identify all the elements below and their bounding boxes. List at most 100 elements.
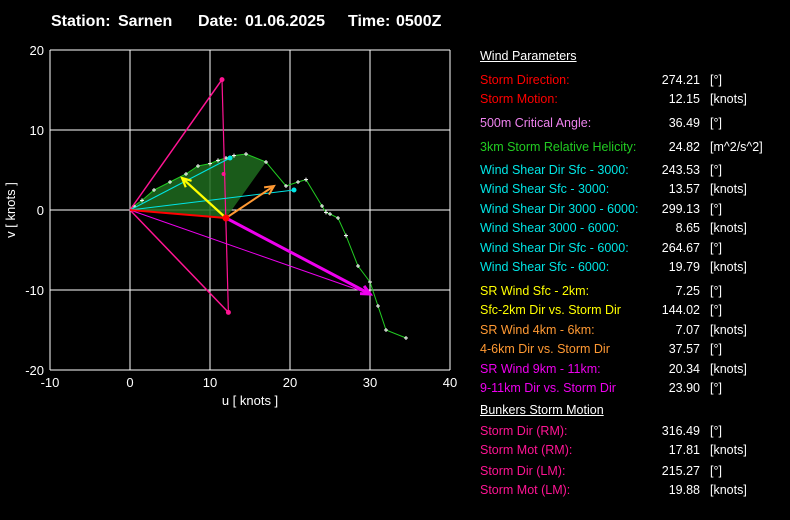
hodograph-point [404,336,408,340]
param-value: 20.34 [668,362,700,376]
hodograph-point [244,152,248,156]
chart-marks [128,77,408,340]
param-label: Sfc-2km Dir vs. Storm Dir [480,303,621,317]
sr-wind-9-11km-arrow-shaft [225,216,371,296]
x-tick-label: 20 [283,375,297,390]
param-unit: [°] [710,424,722,438]
hodograph-point [264,160,268,164]
param-unit: [m^2/s^2] [710,140,763,154]
param-unit: [knots] [710,443,747,457]
bunkers-header: Bunkers Storm Motion [480,403,604,417]
param-row: Wind Shear Dir Sfc - 6000: 264.67 [°] [480,241,780,257]
param-unit: [°] [710,163,722,177]
param-unit: [°] [710,381,722,395]
x-tick-label: -10 [41,375,60,390]
sr-wind-sfc-2km-arrow-head [180,176,192,188]
param-row: Wind Shear 3000 - 6000: 8.65 [knots] [480,221,780,237]
hodograph-point [216,158,220,163]
param-unit: [knots] [710,92,747,106]
param-value: 274.21 [661,73,700,87]
bunkers-rm-point [225,309,231,315]
hodograph-point [356,264,360,268]
param-unit: [knots] [710,182,747,196]
bunkers-lm-point [219,77,225,83]
sr-wind-4-6km-arrow-shaft [225,185,275,219]
param-label: Storm Mot (RM): [480,443,573,457]
wind-parameters-header: Wind Parameters [480,49,577,63]
hodograph-point [296,180,300,184]
storm-motion-point [222,214,230,222]
param-label: SR Wind Sfc - 2km: [480,284,590,298]
hodograph-point [320,204,324,208]
sr-wind-sfc-2km-arrow-shaft [181,177,227,219]
param-row: Storm Mot (RM): 17.81 [knots] [480,443,780,459]
param-row: Storm Direction: 274.21 [°] [480,73,780,89]
param-value: 264.67 [661,241,700,255]
y-tick-label: 20 [30,43,44,58]
param-label: 500m Critical Angle: [480,116,592,130]
param-label: 4-6km Dir vs. Storm Dir [480,342,610,356]
param-unit: [°] [710,464,722,478]
param-label: Wind Shear Sfc - 3000: [480,182,610,196]
hodograph-point [344,233,348,238]
mean-wind-point [221,172,226,176]
param-value: 19.88 [668,483,700,497]
station-value: Sarnen [118,13,173,30]
param-label: Wind Shear 3000 - 6000: [480,221,619,235]
param-label: Wind Shear Sfc - 6000: [480,260,610,274]
hodograph-point [376,304,380,308]
y-axis-label: v [ knots ] [3,182,18,238]
param-label: SR Wind 4km - 6km: [480,323,595,337]
param-unit: [°] [710,73,722,87]
param-unit: [°] [710,342,722,356]
param-unit: [knots] [710,323,747,337]
x-axis-label: u [ knots ] [222,393,278,408]
param-row: SR Wind 4km - 6km: 7.07 [knots] [480,323,780,339]
sr-wind-4-6km-arrow-head [263,184,276,196]
param-unit: [°] [710,202,722,216]
param-label: SR Wind 9km - 11km: [480,362,601,376]
shear-sfc-3km-line [129,157,231,211]
x-tick-label: 0 [126,375,133,390]
y-tick-label: 0 [37,203,44,218]
param-label: Wind Shear Dir 3000 - 6000: [480,202,639,216]
param-row: Wind Shear Dir 3000 - 6000: 299.13 [°] [480,202,780,218]
param-label: Storm Dir (RM): [480,424,568,438]
param-label: Storm Motion: [480,92,558,106]
x-tick-label: 40 [443,375,457,390]
hodograph-point [368,280,372,284]
time-value: 0500Z [396,13,442,30]
header: Station: Sarnen Date: 01.06.2025 Time: 0… [0,13,790,35]
param-value: 299.13 [661,202,700,216]
param-value: 36.49 [668,116,700,130]
wind-9-11km-line [129,209,371,295]
param-value: 7.25 [675,284,700,298]
bunkers-rm-line [129,209,229,313]
param-unit: [°] [710,116,722,130]
helicity-area [130,154,266,218]
param-row: SR Wind 9km - 11km: 20.34 [knots] [480,362,780,378]
param-unit: [knots] [710,362,747,376]
param-label: Wind Shear Dir Sfc - 6000: [480,241,629,255]
y-tick-label: 10 [30,123,44,138]
date-label: Date: [198,13,239,30]
shear-sfc-6km-line [129,189,295,211]
param-row: 3km Storm Relative Helicity: 24.82 [m^2/s^… [480,140,780,156]
param-row: Wind Shear Sfc - 6000: 19.79 [knots] [480,260,780,276]
date-value: 01.06.2025 [245,13,326,30]
param-row: Sfc-2km Dir vs. Storm Dir 144.02 [°] [480,303,780,319]
hodograph-point [328,212,332,216]
param-value: 17.81 [668,443,700,457]
hodograph-point [140,198,144,203]
param-row: 9-11km Dir vs. Storm Dir 23.90 [°] [480,381,780,397]
x-tick-label: 30 [363,375,377,390]
hodograph-point [184,172,188,176]
shear-sfc-3km-point [227,155,233,161]
param-value: 12.15 [668,92,700,106]
hodograph-point [208,161,212,166]
hodograph-point [304,177,308,182]
param-row: Storm Motion: 12.15 [knots] [480,92,780,108]
param-label: Storm Direction: [480,73,570,87]
